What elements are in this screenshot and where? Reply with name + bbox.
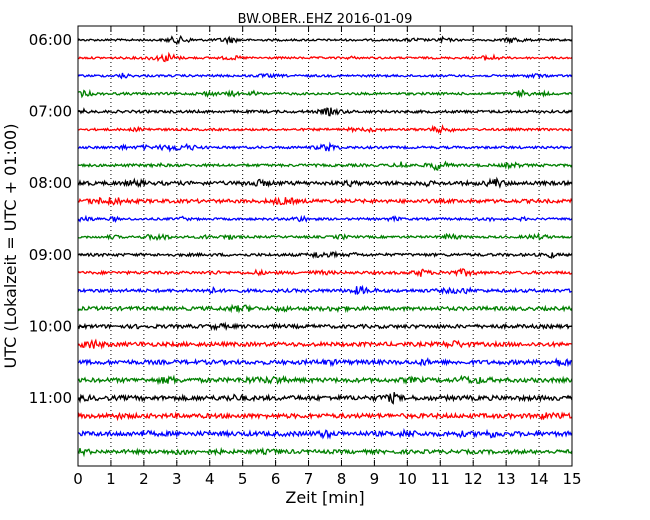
y-tick-label: 08:00 bbox=[29, 174, 72, 192]
trace-line bbox=[77, 303, 573, 314]
x-tick-label: 10 bbox=[398, 470, 417, 488]
trace-line bbox=[77, 34, 573, 46]
trace-line bbox=[77, 214, 573, 224]
x-tick-label: 14 bbox=[530, 470, 549, 488]
trace-line bbox=[77, 338, 573, 350]
x-tick-label: 15 bbox=[562, 470, 581, 488]
x-tick-label: 3 bbox=[172, 470, 182, 488]
trace-line bbox=[77, 446, 573, 458]
trace-line bbox=[77, 141, 573, 153]
trace-line bbox=[77, 196, 573, 207]
vertical-gridlines bbox=[110, 26, 540, 466]
x-tick-label: 8 bbox=[337, 470, 347, 488]
trace-line bbox=[77, 107, 573, 117]
x-tick-label: 4 bbox=[205, 470, 215, 488]
trace-line bbox=[77, 267, 573, 278]
trace-line bbox=[77, 231, 573, 242]
y-tick-label: 09:00 bbox=[29, 246, 72, 264]
trace-line bbox=[77, 176, 573, 189]
trace-line bbox=[77, 88, 573, 99]
y-axis-label: UTC (Lokalzeit = UTC + 01:00) bbox=[1, 124, 20, 369]
y-tick-label: 11:00 bbox=[29, 389, 72, 407]
y-tick-label: 07:00 bbox=[29, 103, 72, 121]
x-tick-label: 7 bbox=[304, 470, 314, 488]
trace-line bbox=[77, 160, 573, 172]
x-axis-label: Zeit [min] bbox=[285, 488, 364, 507]
trace-line bbox=[78, 124, 573, 135]
x-tick-label: 11 bbox=[431, 470, 450, 488]
trace-line bbox=[77, 374, 573, 386]
x-tick-label: 5 bbox=[238, 470, 248, 488]
y-axis-ticks: 06:00 07:00 08:00 09:00 10:00 11:00 bbox=[29, 31, 572, 407]
trace-line bbox=[77, 284, 573, 296]
trace-line bbox=[77, 411, 573, 422]
trace-line bbox=[77, 51, 573, 63]
y-tick-label: 06:00 bbox=[29, 31, 72, 49]
x-tick-label: 6 bbox=[271, 470, 281, 488]
x-tick-label: 9 bbox=[370, 470, 380, 488]
chart-title: BW.OBER..EHZ 2016-01-09 bbox=[238, 12, 413, 27]
plot-frame bbox=[77, 25, 573, 467]
seismic-traces bbox=[77, 34, 573, 458]
trace-line bbox=[77, 250, 573, 260]
x-tick-label: 1 bbox=[106, 470, 116, 488]
x-tick-label: 2 bbox=[139, 470, 149, 488]
x-tick-label: 12 bbox=[464, 470, 483, 488]
y-tick-label: 10:00 bbox=[29, 317, 72, 335]
x-tick-label: 13 bbox=[497, 470, 516, 488]
trace-line bbox=[77, 392, 573, 405]
trace-line bbox=[77, 357, 573, 368]
x-axis-ticks: 0 1 2 3 4 5 6 7 8 9 10 11 12 13 14 15 bbox=[73, 26, 582, 488]
trace-line bbox=[77, 427, 573, 440]
trace-line bbox=[77, 321, 573, 332]
x-tick-label: 0 bbox=[73, 470, 83, 488]
trace-line bbox=[77, 72, 573, 80]
